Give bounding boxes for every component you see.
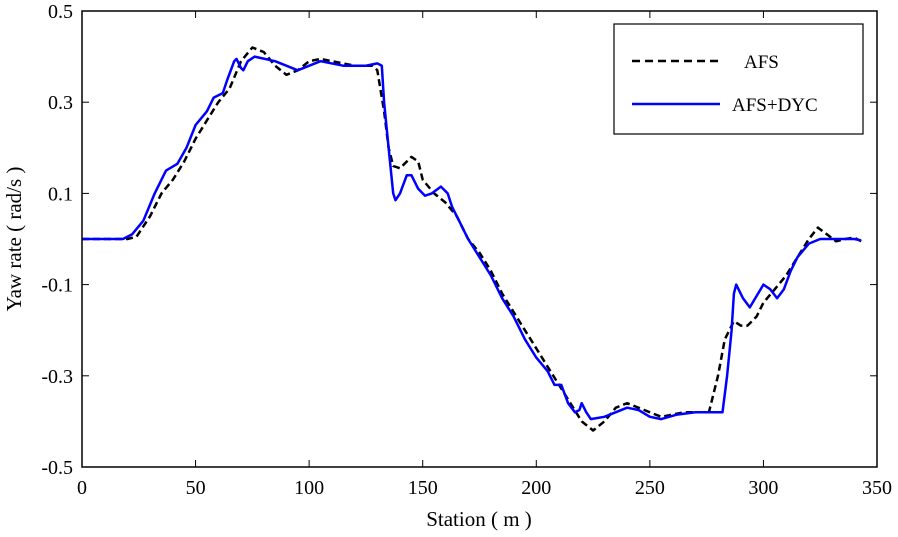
y-tick-label: 0.1 xyxy=(48,183,73,205)
legend: AFS AFS+DYC xyxy=(613,23,864,135)
x-tick-label: 50 xyxy=(186,477,206,499)
series-line-afs-dyc xyxy=(82,55,862,421)
x-tick-label: 350 xyxy=(862,477,892,499)
x-axis-label: Station ( m ) xyxy=(426,507,532,531)
legend-label-afs: AFS xyxy=(744,52,779,73)
x-tick-label: 0 xyxy=(77,477,87,499)
y-tick-label: -0.1 xyxy=(41,275,73,297)
y-tick-label: 0.5 xyxy=(48,1,73,23)
x-tick-label: 100 xyxy=(294,477,324,499)
series-line-afs xyxy=(82,46,862,432)
y-tick-label: 0.3 xyxy=(48,92,73,114)
x-tick-label: 300 xyxy=(748,477,778,499)
legend-box xyxy=(613,23,864,135)
y-tick-label: -0.3 xyxy=(41,366,73,388)
legend-label-afs-dyc: AFS+DYC xyxy=(732,95,818,116)
x-tick-label: 250 xyxy=(635,477,665,499)
plot-frame xyxy=(81,10,878,468)
x-tick-label: 150 xyxy=(408,477,438,499)
y-axis-label: Yaw rate ( rad/s ) xyxy=(2,167,26,312)
y-tick-label: -0.5 xyxy=(41,457,73,479)
x-tick-label: 200 xyxy=(521,477,551,499)
